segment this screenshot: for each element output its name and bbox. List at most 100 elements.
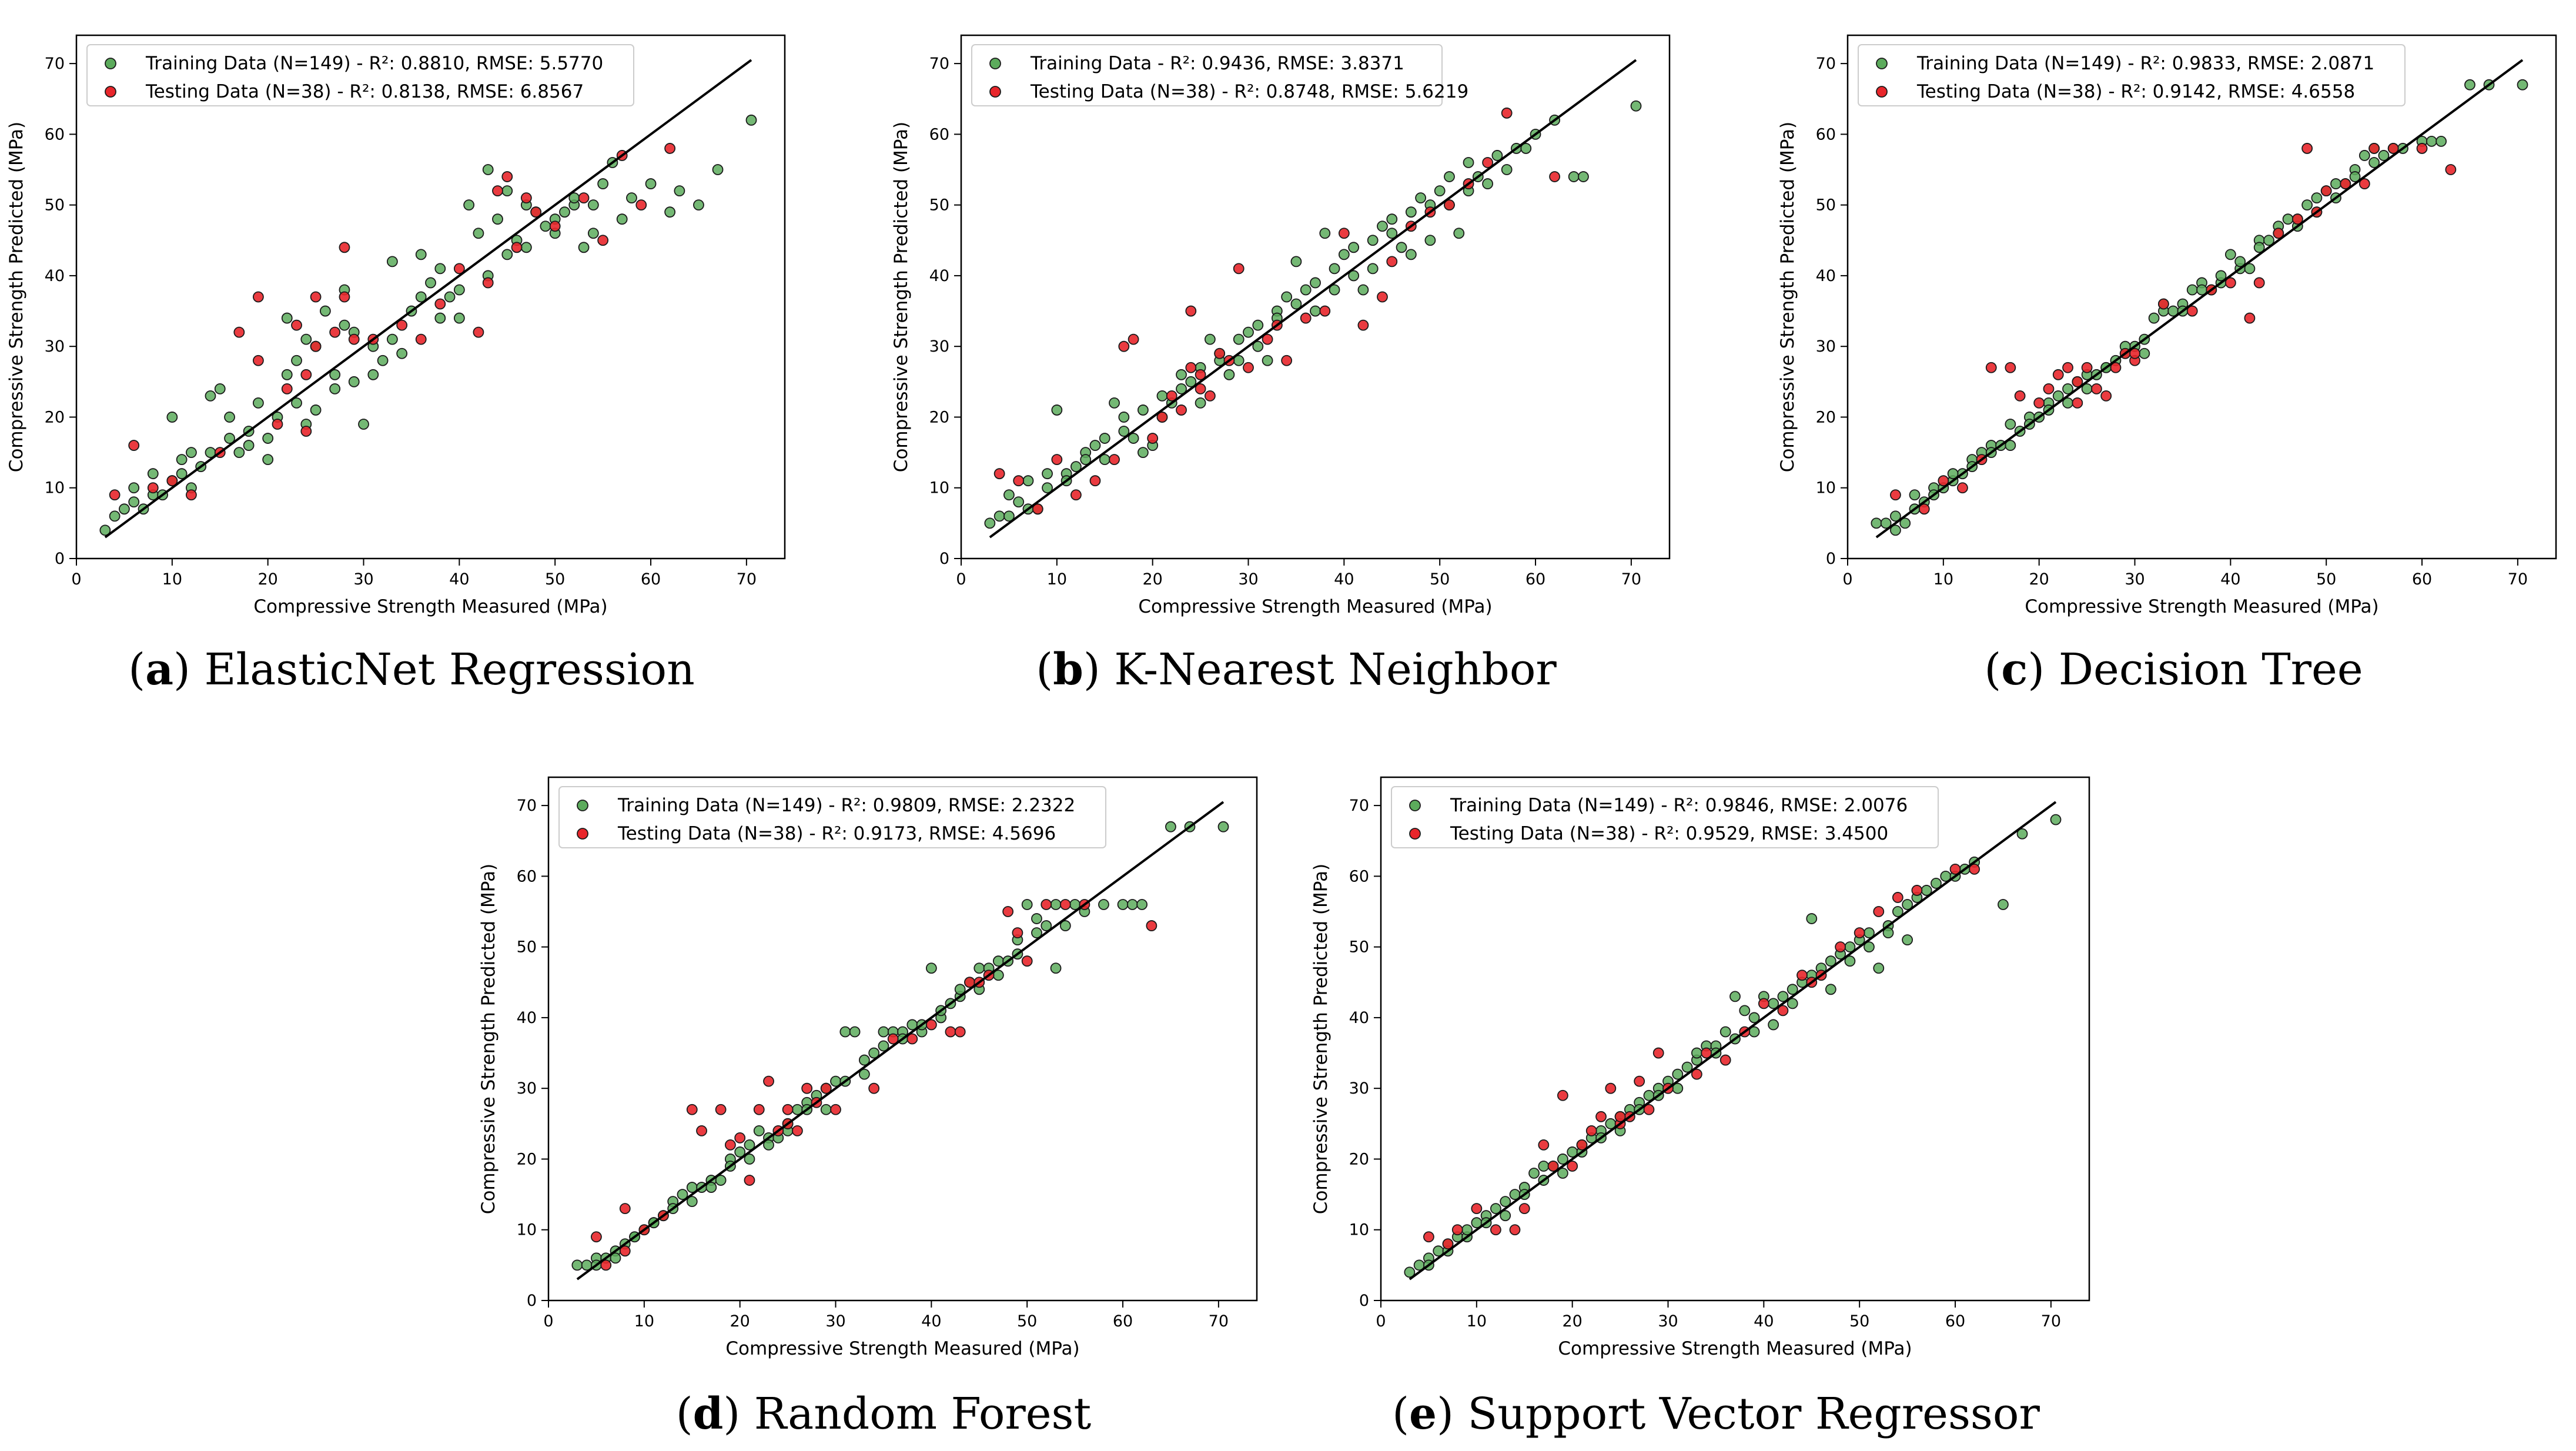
train-point-17 (734, 1146, 746, 1158)
test-point-25 (1338, 228, 1350, 239)
train-point-46 (492, 213, 503, 225)
test-point-37 (530, 206, 542, 218)
test-point-33 (664, 143, 675, 154)
x-tick-label-0: 0 (543, 1312, 553, 1330)
legend-label-train: Training Data (N=149) - R²: 0.9846, RMSE… (1450, 795, 1908, 816)
test-point-19 (820, 1082, 832, 1094)
test-point-11 (300, 369, 312, 380)
test-point-0 (1890, 489, 1901, 501)
x-tick-label-2: 20 (1142, 570, 1162, 589)
train-point-3 (1899, 517, 1911, 529)
train-point-85 (1501, 164, 1513, 175)
test-point-10 (1156, 412, 1168, 423)
y-axis-label: Compressive Strength Predicted (MPa) (1777, 122, 1798, 472)
train-point-54 (1098, 899, 1109, 910)
train-point-67 (1156, 390, 1168, 402)
train-point-47 (1434, 185, 1446, 196)
y-tick-label-7: 70 (929, 55, 949, 73)
train-point-19 (753, 1125, 765, 1136)
test-point-22 (1719, 1054, 1731, 1066)
test-point-29 (578, 192, 590, 204)
train-point-38 (415, 249, 427, 260)
x-tick-label-1: 10 (1467, 1312, 1487, 1330)
train-point-85 (1844, 955, 1856, 967)
test-point-33 (1911, 885, 1923, 896)
train-point-84 (501, 249, 513, 260)
train-point-70 (763, 1139, 774, 1151)
test-point-6 (233, 326, 245, 338)
train-point-8 (176, 468, 188, 480)
train-point-87 (1882, 927, 1894, 938)
test-point-24 (1319, 305, 1331, 317)
test-point-22 (1281, 355, 1293, 366)
test-point-4 (1070, 489, 1082, 501)
train-point-66 (1137, 447, 1149, 458)
scatter-chart-a: 0 10 20 30 40 50 60 70 0 10 20 30 40 50 60 70 Compressiv… (6, 34, 786, 617)
y-axis-label: Compressive Strength Predicted (MPa) (891, 122, 912, 472)
legend-label-train: Training Data (N=149) - R²: 0.9809, RMSE… (617, 795, 1075, 816)
train-point-58 (2436, 136, 2447, 147)
test-point-14 (310, 291, 322, 303)
train-point-47 (501, 185, 513, 196)
y-tick-label-3: 30 (929, 337, 949, 356)
x-tick-label-1: 10 (634, 1312, 654, 1330)
y-tick-label-0: 0 (527, 1292, 537, 1310)
train-point-14 (224, 412, 235, 423)
train-point-61 (2016, 828, 2028, 840)
train-point-40 (1787, 984, 1798, 995)
legend-marker-test (1876, 86, 1888, 98)
test-point-8 (2033, 397, 2045, 409)
train-point-31 (1281, 291, 1293, 303)
test-point-35 (348, 333, 360, 345)
test-point-24 (2253, 277, 2265, 289)
y-tick-label-4: 40 (1349, 1009, 1369, 1027)
train-point-60 (626, 192, 637, 204)
train-point-59 (2464, 79, 2475, 91)
train-point-2 (1890, 510, 1901, 522)
x-tick-label-6: 60 (2412, 570, 2432, 589)
train-point-86 (1864, 941, 1875, 953)
train-point-25 (300, 333, 312, 345)
x-axis-label: Compressive Strength Measured (MPa) (1138, 596, 1492, 617)
reference-line (576, 801, 1225, 1281)
test-point-29 (1835, 941, 1846, 953)
train-point-48 (1444, 171, 1455, 182)
test-point-14 (1185, 305, 1197, 317)
train-point-40 (1367, 235, 1379, 246)
legend-label-train: Training Data - R²: 0.9436, RMSE: 3.8371 (1030, 53, 1404, 74)
train-point-66 (745, 114, 757, 126)
train-point-37 (2224, 249, 2236, 260)
train-point-10 (1500, 1196, 1511, 1208)
caption-e: (e) Support Vector Regressor (1392, 1389, 2040, 1439)
train-point-40 (434, 263, 446, 275)
test-point-25 (501, 171, 513, 182)
caption-e-tag: e (1409, 1389, 1437, 1439)
train-point-2 (119, 503, 130, 515)
train-point-42 (1386, 213, 1398, 225)
train-point-14 (1538, 1161, 1550, 1172)
test-point-0 (109, 489, 121, 501)
test-point-8 (1547, 1161, 1559, 1172)
test-point-9 (1557, 1089, 1568, 1101)
test-point-32 (2368, 143, 2380, 154)
y-tick-label-2: 20 (1816, 408, 1836, 426)
test-point-9 (1147, 433, 1159, 444)
test-point-7 (696, 1125, 707, 1136)
plot-area (1871, 59, 2528, 539)
train-point-37 (925, 962, 937, 974)
test-point-23 (1300, 312, 1312, 324)
train-point-67 (705, 1182, 717, 1193)
caption-e-text: Support Vector Regressor (1467, 1389, 2040, 1439)
test-point-12 (1176, 404, 1187, 416)
train-point-62 (1890, 524, 1901, 536)
legend-marker-test (577, 828, 588, 840)
train-point-35 (1739, 1005, 1751, 1017)
test-point-31 (1873, 906, 1885, 917)
test-point-19 (1233, 263, 1244, 275)
train-point-9 (176, 454, 188, 466)
x-tick-label-2: 20 (730, 1312, 750, 1330)
train-point-50 (1463, 157, 1474, 168)
test-point-27 (1377, 291, 1388, 303)
plot-area (571, 801, 1229, 1281)
train-point-71 (205, 390, 216, 402)
